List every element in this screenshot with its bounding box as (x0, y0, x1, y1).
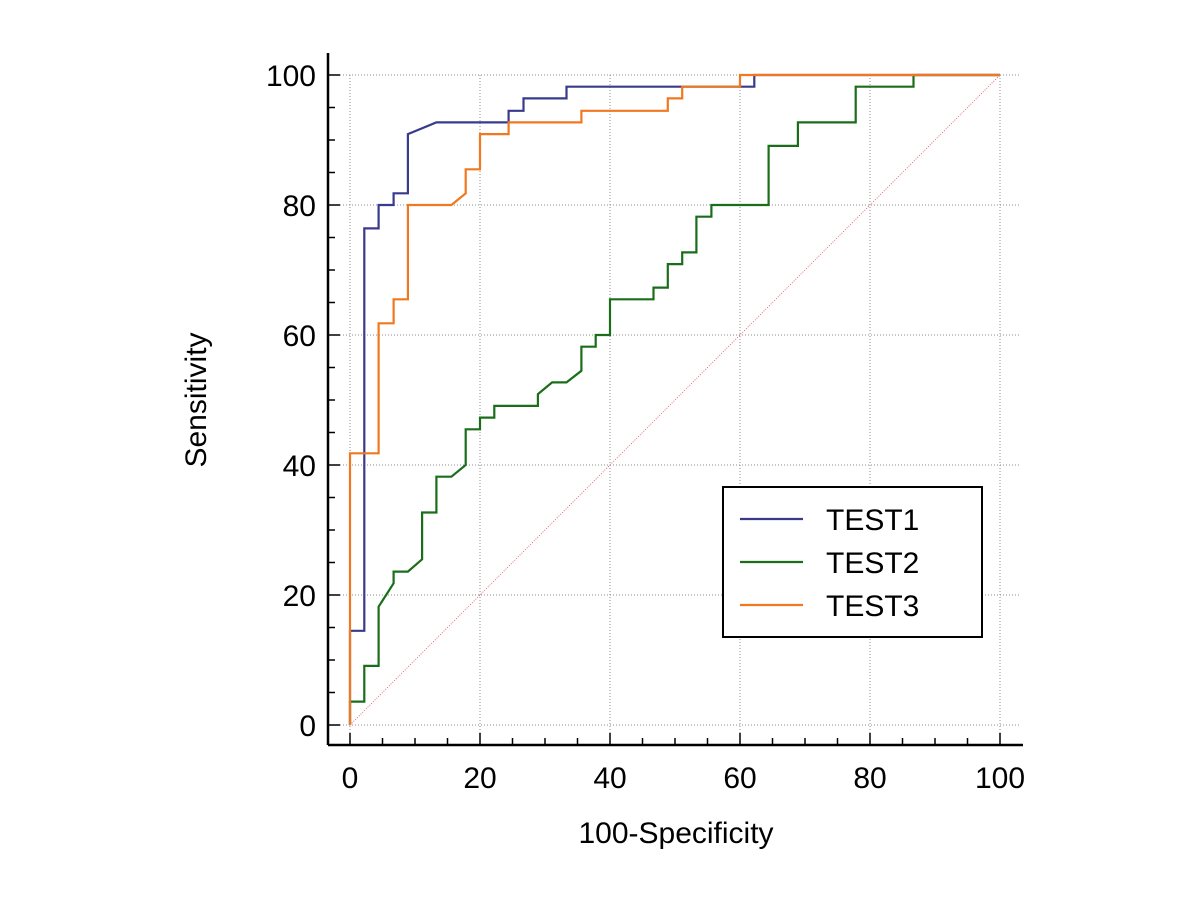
x-tick-label: 40 (593, 762, 626, 795)
x-tick-label: 80 (853, 762, 886, 795)
series-line-test2 (348, 73, 1000, 725)
legend-label-test1: TEST1 (826, 504, 919, 537)
y-tick-label: 60 (283, 320, 316, 353)
x-tick-label: 60 (723, 762, 756, 795)
axes (326, 53, 1023, 747)
y-tick-label: 20 (283, 580, 316, 613)
legend-label-test3: TEST3 (826, 590, 919, 623)
series-line-test1 (348, 73, 1000, 725)
x-tick-labels: 0 20 40 60 80 100 (342, 762, 1025, 795)
y-axis-title: Sensitivity (180, 332, 213, 467)
y-tick-label: 100 (266, 60, 316, 93)
x-tick-label: 100 (975, 762, 1025, 795)
y-tick-label: 0 (299, 710, 316, 743)
reference-diagonal-line (349, 74, 1001, 726)
y-tick-labels: 0 20 40 60 80 100 (266, 60, 316, 743)
x-axis-title: 100-Specificity (578, 817, 773, 850)
legend: TEST1 TEST2 TEST3 (722, 486, 983, 638)
x-tick-label: 20 (463, 762, 496, 795)
series-line-test3 (348, 73, 1000, 725)
y-tick-label: 40 (283, 450, 316, 483)
legend-label-test2: TEST2 (826, 547, 919, 580)
grid (328, 74, 1020, 745)
series-layer (348, 73, 1000, 725)
x-tick-label: 0 (342, 762, 359, 795)
y-tick-label: 80 (283, 190, 316, 223)
